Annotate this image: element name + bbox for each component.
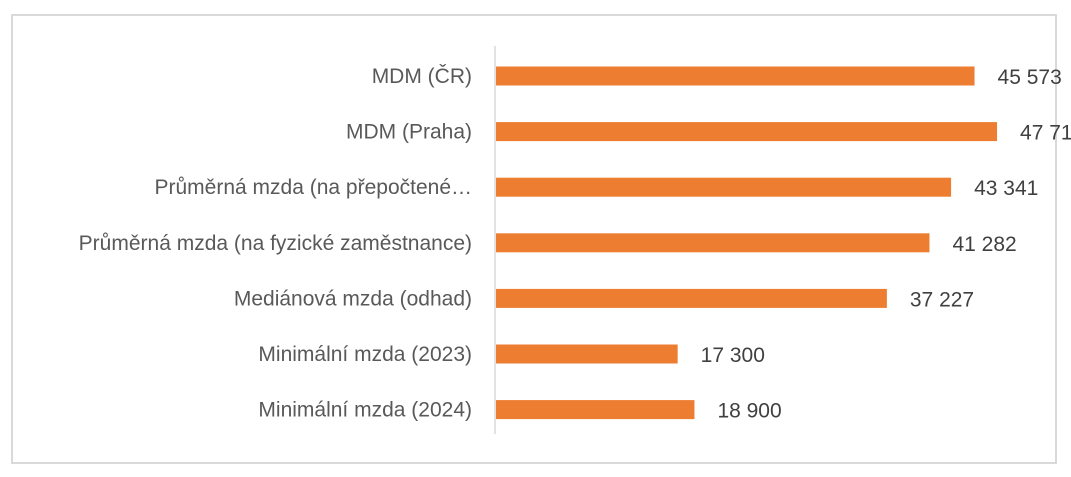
data-label: 41 282 xyxy=(952,233,1016,256)
data-label: 18 900 xyxy=(717,400,781,423)
bar xyxy=(496,66,975,86)
bar xyxy=(496,122,998,142)
category-label: MDM (ČR) xyxy=(372,65,472,88)
bar xyxy=(496,177,952,197)
category-label: Mediánová mzda (odhad) xyxy=(234,287,472,310)
data-label: 17 300 xyxy=(701,344,765,367)
bars xyxy=(496,66,998,420)
category-labels: MDM (ČR) MDM (Praha) Průměrná mzda (na pře… xyxy=(79,65,472,422)
bar xyxy=(496,233,930,253)
bar xyxy=(496,288,887,308)
data-label: 45 573 xyxy=(998,66,1062,89)
category-label: MDM (Praha) xyxy=(346,121,472,144)
category-label: Průměrná mzda (na fyzické zaměstnance) xyxy=(79,232,472,255)
bar xyxy=(496,400,695,420)
data-label: 47 718 xyxy=(1020,122,1071,145)
category-label: Průměrná mzda (na přepočtené… xyxy=(155,176,473,199)
data-label: 43 341 xyxy=(974,177,1038,200)
data-labels: 45 573 47 718 43 341 41 282 37 227 17 300 18 9… xyxy=(701,66,1071,423)
bar xyxy=(496,344,678,364)
category-label: Minimální mzda (2024) xyxy=(258,399,472,422)
category-label: Minimální mzda (2023) xyxy=(258,343,472,366)
data-label: 37 227 xyxy=(910,288,974,311)
